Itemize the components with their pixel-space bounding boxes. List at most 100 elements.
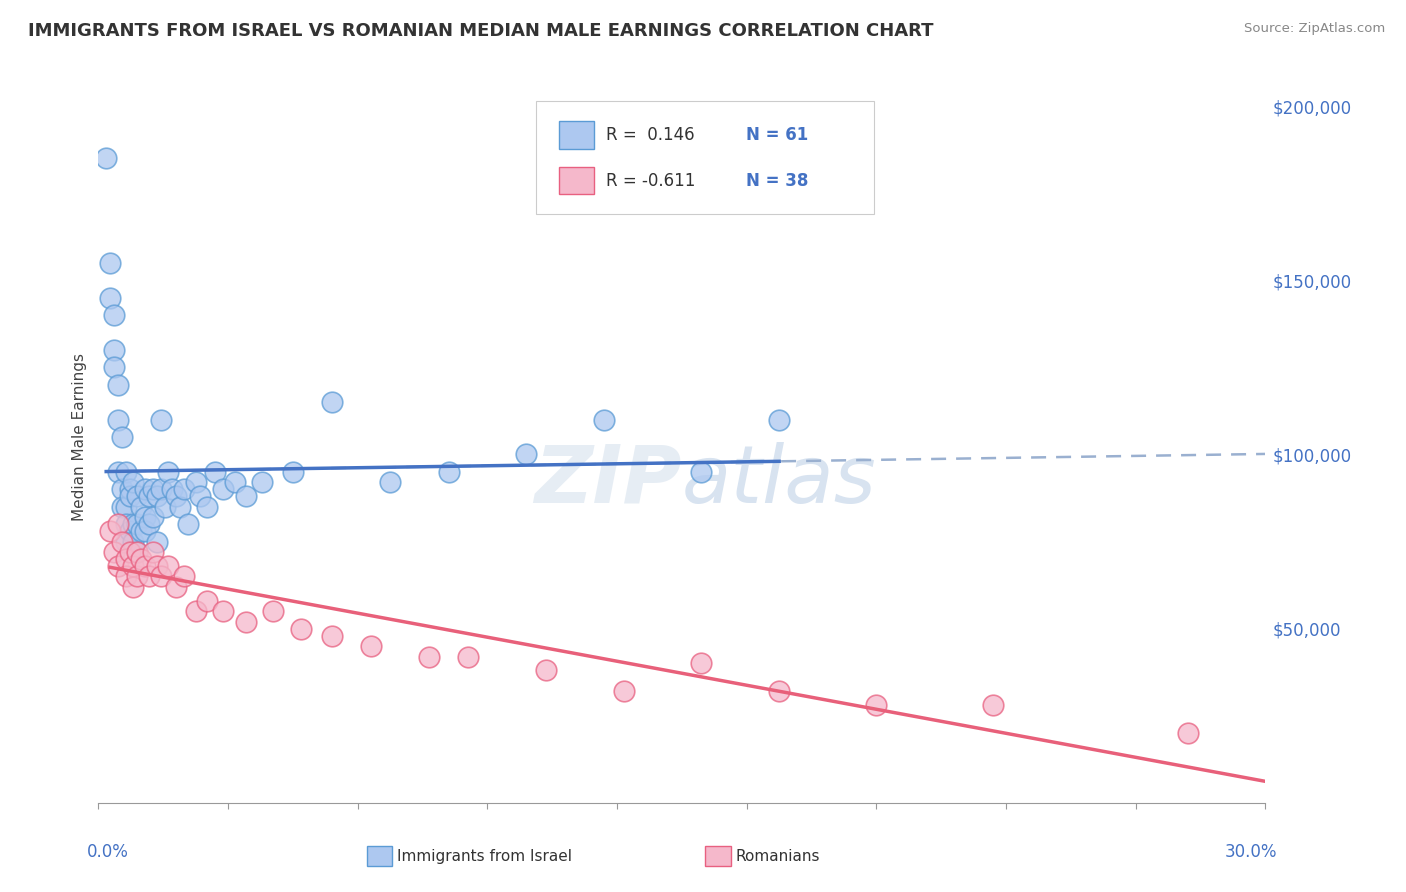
Point bbox=[107, 517, 129, 532]
Point bbox=[118, 483, 141, 497]
Point bbox=[142, 510, 165, 524]
Point bbox=[127, 569, 149, 583]
Point bbox=[122, 558, 145, 573]
Point bbox=[515, 448, 537, 462]
Point bbox=[224, 475, 246, 490]
Point bbox=[153, 500, 176, 514]
Point bbox=[165, 580, 187, 594]
Point bbox=[690, 465, 713, 479]
Point bbox=[613, 684, 636, 698]
Point bbox=[418, 649, 440, 664]
Point bbox=[165, 489, 187, 503]
Point bbox=[437, 465, 460, 479]
Point bbox=[768, 684, 790, 698]
Point bbox=[127, 517, 149, 532]
FancyBboxPatch shape bbox=[367, 846, 392, 866]
Point bbox=[118, 545, 141, 559]
Point bbox=[111, 483, 134, 497]
Point bbox=[146, 558, 169, 573]
FancyBboxPatch shape bbox=[536, 101, 875, 214]
Point bbox=[173, 569, 195, 583]
Point bbox=[122, 517, 145, 532]
Point bbox=[146, 489, 169, 503]
Point bbox=[981, 698, 1004, 713]
Point bbox=[134, 483, 156, 497]
Point bbox=[235, 489, 257, 503]
Text: N = 38: N = 38 bbox=[747, 171, 808, 189]
Point bbox=[1177, 726, 1199, 740]
Point bbox=[146, 534, 169, 549]
FancyBboxPatch shape bbox=[560, 121, 595, 149]
Point bbox=[250, 475, 273, 490]
Point bbox=[157, 465, 180, 479]
Point bbox=[129, 552, 152, 566]
Text: IMMIGRANTS FROM ISRAEL VS ROMANIAN MEDIAN MALE EARNINGS CORRELATION CHART: IMMIGRANTS FROM ISRAEL VS ROMANIAN MEDIA… bbox=[28, 22, 934, 40]
Point bbox=[129, 524, 152, 538]
Point bbox=[149, 569, 172, 583]
Text: 30.0%: 30.0% bbox=[1225, 843, 1277, 861]
Point bbox=[149, 412, 172, 426]
Point bbox=[768, 412, 790, 426]
Point bbox=[103, 545, 125, 559]
Point bbox=[281, 465, 304, 479]
Point bbox=[114, 500, 136, 514]
Point bbox=[865, 698, 887, 713]
Point bbox=[103, 360, 125, 375]
Text: Immigrants from Israel: Immigrants from Israel bbox=[396, 848, 572, 863]
Point bbox=[188, 489, 211, 503]
Point bbox=[114, 465, 136, 479]
Point bbox=[360, 639, 382, 653]
Point bbox=[380, 475, 402, 490]
Point bbox=[114, 517, 136, 532]
Text: R = -0.611: R = -0.611 bbox=[606, 171, 696, 189]
Text: Romanians: Romanians bbox=[735, 848, 820, 863]
Point bbox=[122, 475, 145, 490]
Point bbox=[118, 524, 141, 538]
Point bbox=[134, 510, 156, 524]
Point bbox=[127, 489, 149, 503]
Text: R =  0.146: R = 0.146 bbox=[606, 126, 695, 144]
Point bbox=[138, 569, 160, 583]
Text: Source: ZipAtlas.com: Source: ZipAtlas.com bbox=[1244, 22, 1385, 36]
Point bbox=[134, 524, 156, 538]
Point bbox=[235, 615, 257, 629]
Point bbox=[593, 412, 616, 426]
Point bbox=[690, 657, 713, 671]
Point bbox=[111, 534, 134, 549]
Point bbox=[290, 622, 312, 636]
Point bbox=[177, 517, 200, 532]
Point bbox=[321, 395, 343, 409]
Text: N = 61: N = 61 bbox=[747, 126, 808, 144]
Point bbox=[184, 475, 207, 490]
Point bbox=[204, 465, 226, 479]
Point bbox=[195, 500, 218, 514]
Point bbox=[149, 483, 172, 497]
Point bbox=[457, 649, 479, 664]
Point bbox=[184, 604, 207, 618]
Point bbox=[169, 500, 191, 514]
Point bbox=[103, 308, 125, 322]
Point bbox=[162, 483, 184, 497]
Text: 0.0%: 0.0% bbox=[87, 843, 128, 861]
Point bbox=[534, 664, 557, 678]
Point bbox=[127, 545, 149, 559]
Point bbox=[173, 483, 195, 497]
Point bbox=[114, 569, 136, 583]
Point bbox=[212, 483, 235, 497]
Point bbox=[134, 558, 156, 573]
Point bbox=[142, 483, 165, 497]
Point bbox=[107, 465, 129, 479]
Point bbox=[127, 545, 149, 559]
Point bbox=[142, 545, 165, 559]
Point bbox=[262, 604, 284, 618]
Point bbox=[98, 256, 121, 270]
FancyBboxPatch shape bbox=[560, 167, 595, 194]
Text: atlas: atlas bbox=[682, 442, 877, 520]
Point bbox=[138, 489, 160, 503]
Point bbox=[122, 534, 145, 549]
Point bbox=[321, 629, 343, 643]
Point bbox=[107, 558, 129, 573]
Point bbox=[195, 594, 218, 608]
Point bbox=[114, 552, 136, 566]
Text: ZIP: ZIP bbox=[534, 442, 682, 520]
